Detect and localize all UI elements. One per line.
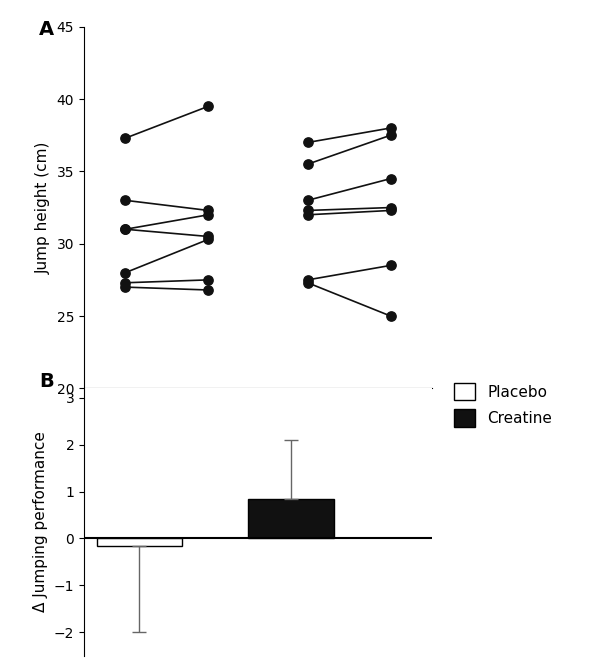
Text: Placebo: Placebo	[133, 425, 200, 440]
Y-axis label: Jump height (cm): Jump height (cm)	[36, 141, 51, 274]
Point	[303, 274, 313, 285]
Y-axis label: Δ Jumping performance: Δ Jumping performance	[33, 432, 48, 612]
Text: Creatine: Creatine	[313, 425, 386, 440]
Text: A: A	[39, 19, 54, 39]
Legend: Placebo, Creatine: Placebo, Creatine	[454, 383, 552, 427]
Point	[386, 122, 395, 133]
Point	[121, 195, 130, 205]
Point	[121, 224, 130, 235]
Point	[121, 132, 130, 143]
Point	[303, 205, 313, 216]
Point	[203, 274, 213, 285]
Point	[121, 278, 130, 288]
Point	[303, 209, 313, 220]
Point	[386, 260, 395, 271]
Point	[121, 282, 130, 292]
Point	[203, 231, 213, 242]
Point	[386, 173, 395, 184]
Point	[386, 130, 395, 140]
Point	[303, 195, 313, 205]
Point	[203, 205, 213, 216]
Point	[386, 202, 395, 213]
Point	[203, 234, 213, 245]
Text: B: B	[39, 373, 53, 391]
Point	[386, 310, 395, 321]
Bar	[248, 500, 334, 539]
Point	[203, 101, 213, 112]
Point	[303, 159, 313, 169]
Point	[303, 278, 313, 288]
Point	[386, 205, 395, 216]
Point	[203, 284, 213, 295]
Point	[121, 268, 130, 278]
Bar	[97, 539, 182, 547]
Point	[203, 209, 213, 220]
Point	[303, 137, 313, 148]
Point	[121, 224, 130, 235]
